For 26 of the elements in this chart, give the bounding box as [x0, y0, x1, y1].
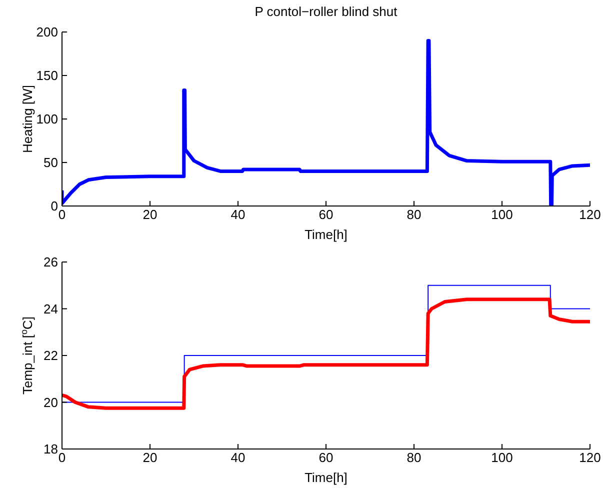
- y-tick-label: 150: [36, 68, 58, 84]
- y-tick-label: 24: [44, 301, 58, 316]
- chart-title: P contol−roller blind shut: [254, 4, 398, 19]
- y-tick-label: 50: [44, 155, 58, 170]
- y-tick-label: 100: [36, 112, 58, 127]
- y-tick-label: 20: [44, 394, 58, 410]
- y-tick-label: 22: [44, 348, 58, 364]
- y-axis-title: Heating [W]: [20, 85, 35, 153]
- x-axis-title: Time[h]: [304, 227, 348, 242]
- x-tick-label: 120: [579, 450, 601, 466]
- x-tick-label: 120: [579, 207, 601, 222]
- x-tick-label: 80: [406, 207, 422, 222]
- line-series: [62, 298, 590, 410]
- x-tick-label: 100: [491, 207, 513, 222]
- y-tick-label: 26: [44, 254, 58, 270]
- y-tick-label: 18: [44, 442, 58, 457]
- x-tick-label: 20: [142, 207, 158, 222]
- y-tick-label: 200: [36, 24, 58, 40]
- x-tick-label: 100: [491, 450, 513, 466]
- x-tick-label: 40: [230, 450, 246, 466]
- x-axis-title: Time[h]: [304, 470, 348, 486]
- x-tick-label: 60: [318, 207, 334, 222]
- x-tick-label: 40: [230, 207, 246, 222]
- x-tick-label: 60: [318, 450, 334, 466]
- x-tick-label: 80: [406, 450, 422, 466]
- x-tick-label: 20: [142, 450, 158, 466]
